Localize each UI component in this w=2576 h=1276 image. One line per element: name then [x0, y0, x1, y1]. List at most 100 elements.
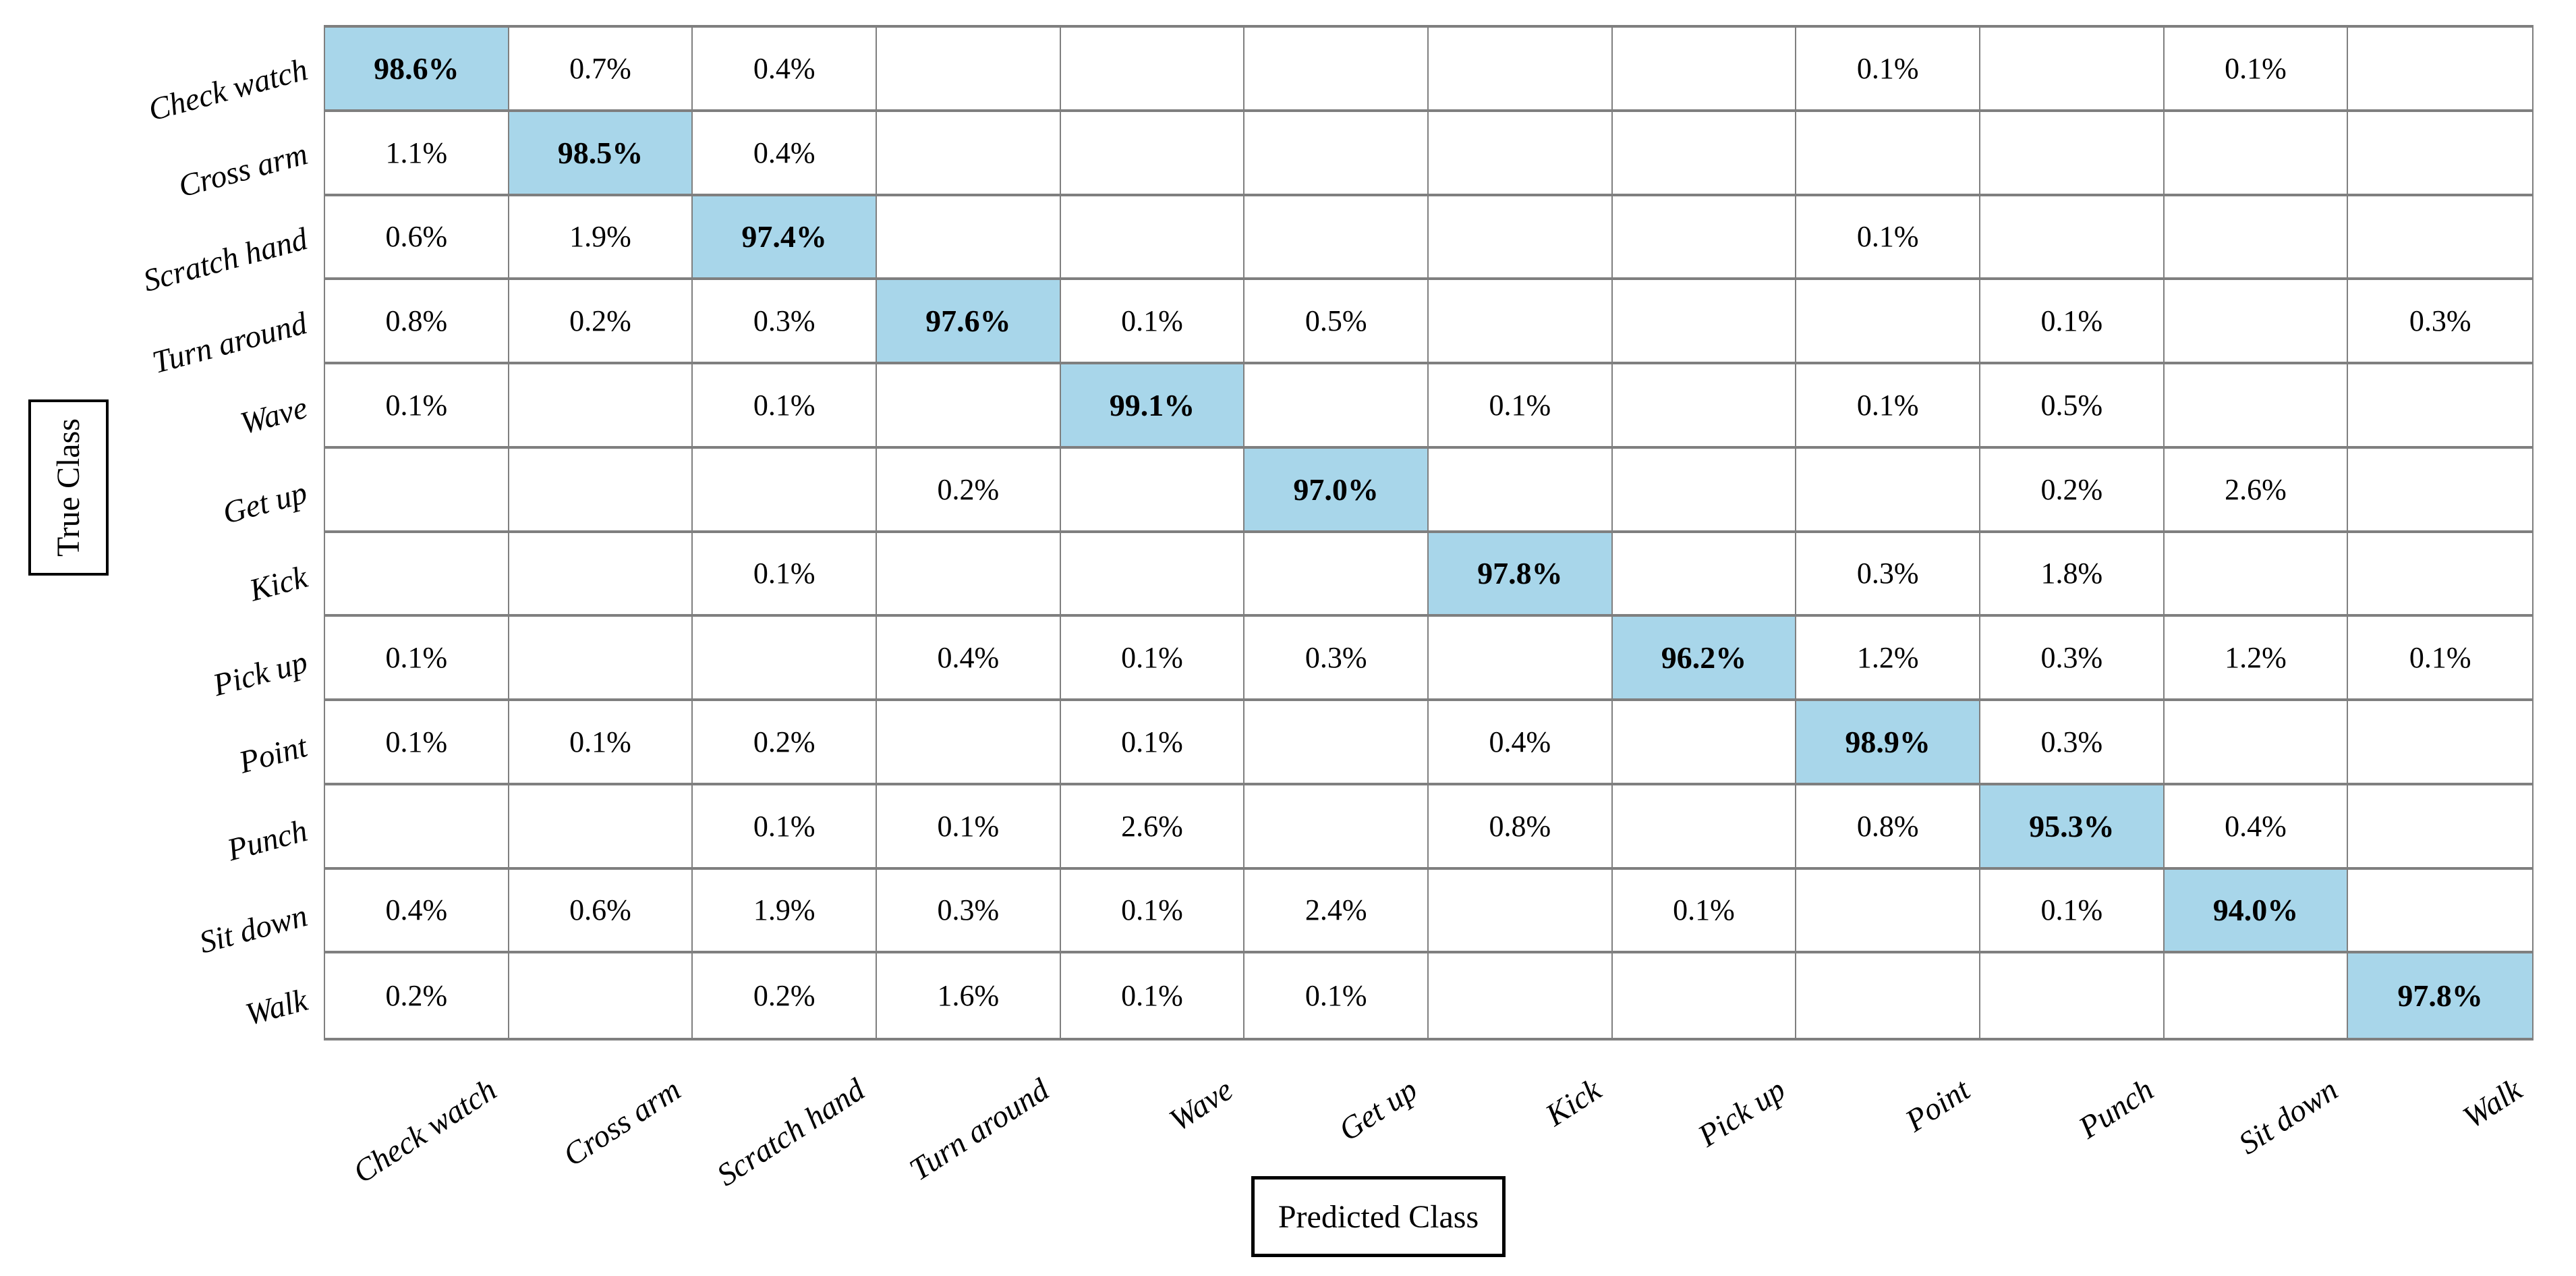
- matrix-cell: 0.4%: [693, 28, 877, 112]
- matrix-cell: [325, 448, 509, 533]
- row-label-kick: Kick: [246, 559, 312, 609]
- matrix-cell: 0.1%: [1060, 280, 1245, 364]
- matrix-cell: [876, 701, 1061, 785]
- matrix-cell: [1244, 701, 1429, 785]
- matrix-cell: 0.6%: [509, 869, 693, 954]
- matrix-cell: [509, 617, 693, 701]
- matrix-cell: [1612, 196, 1797, 281]
- matrix-cell-diagonal: 98.9%: [1796, 701, 1980, 785]
- matrix-cell: 0.3%: [1244, 617, 1429, 701]
- matrix-cell: [876, 532, 1061, 617]
- row-label-slot: Scratch hand: [0, 194, 312, 298]
- matrix-cell: [1796, 953, 1980, 1038]
- matrix-cell-diagonal: 98.5%: [509, 111, 693, 196]
- matrix-cell: 0.4%: [2164, 785, 2349, 870]
- matrix-cell: [876, 111, 1061, 196]
- matrix-cell: 0.1%: [1980, 280, 2165, 364]
- matrix-cell: 0.1%: [1796, 196, 1980, 281]
- row-label-wave: Wave: [236, 390, 312, 442]
- matrix-cell: [509, 785, 693, 870]
- matrix-cell: 0.5%: [1980, 364, 2165, 449]
- matrix-cell: 2.6%: [1060, 785, 1245, 870]
- matrix-cell: [1796, 280, 1980, 364]
- matrix-cell: 0.1%: [1428, 364, 1613, 449]
- matrix-cell: 0.2%: [876, 448, 1061, 533]
- matrix-cell: 0.1%: [876, 785, 1061, 870]
- matrix-cell: [2348, 111, 2532, 196]
- matrix-cell: 0.1%: [1060, 869, 1245, 954]
- matrix-cell: [1612, 785, 1797, 870]
- matrix-cell: 0.3%: [1980, 617, 2165, 701]
- matrix-cell: 0.8%: [1796, 785, 1980, 870]
- matrix-cell: 0.1%: [1980, 869, 2165, 954]
- matrix-cell: [1244, 196, 1429, 281]
- matrix-cell: [876, 364, 1061, 449]
- col-label-kick: Kick: [1539, 1072, 1608, 1134]
- matrix-cell: [1428, 28, 1613, 112]
- matrix-cell-diagonal: 94.0%: [2164, 869, 2349, 954]
- matrix-cell: 0.4%: [693, 111, 877, 196]
- row-label-slot: Punch: [0, 787, 312, 871]
- matrix-cell: [2348, 196, 2532, 281]
- matrix-cell: 0.2%: [693, 953, 877, 1038]
- matrix-cell: 0.6%: [325, 196, 509, 281]
- matrix-cell: 0.1%: [2348, 617, 2532, 701]
- matrix-cell: 1.6%: [876, 953, 1061, 1038]
- matrix-cell: [1796, 111, 1980, 196]
- matrix-cell: 0.4%: [325, 869, 509, 954]
- row-label-point: Point: [235, 728, 312, 781]
- matrix-cell: [2164, 364, 2349, 449]
- matrix-cell: [693, 617, 877, 701]
- matrix-cell: 0.7%: [509, 28, 693, 112]
- matrix-cell: [509, 532, 693, 617]
- matrix-cell: 0.3%: [693, 280, 877, 364]
- row-label-punch: Punch: [223, 813, 312, 868]
- matrix-cell: [325, 532, 509, 617]
- y-axis-title-box: True Class: [28, 399, 109, 576]
- matrix-cell: [1244, 28, 1429, 112]
- matrix-cell: [1796, 869, 1980, 954]
- matrix-cell: [2164, 532, 2349, 617]
- matrix-cell: 1.2%: [1796, 617, 1980, 701]
- matrix-cell: [1980, 953, 2165, 1038]
- matrix-cell: 0.1%: [325, 364, 509, 449]
- matrix-cell: 0.1%: [1060, 617, 1245, 701]
- matrix-cell: [1428, 869, 1613, 954]
- matrix-cell: 0.1%: [509, 701, 693, 785]
- col-label-punch: Punch: [2073, 1072, 2160, 1146]
- matrix-cell: 1.9%: [509, 196, 693, 281]
- matrix-cell-diagonal: 97.8%: [1428, 532, 1613, 617]
- matrix-cell: 0.3%: [1796, 532, 1980, 617]
- matrix-cell: 2.4%: [1244, 869, 1429, 954]
- x-axis-title: Predicted Class: [1278, 1198, 1479, 1235]
- col-label-wave: Wave: [1164, 1072, 1240, 1138]
- matrix-cell-diagonal: 95.3%: [1980, 785, 2165, 870]
- matrix-cell: [509, 448, 693, 533]
- matrix-cell: [1428, 280, 1613, 364]
- matrix-cell: 0.1%: [1796, 364, 1980, 449]
- matrix-cell: [1612, 448, 1797, 533]
- matrix-cell-diagonal: 97.0%: [1244, 448, 1429, 533]
- matrix-cell: 0.1%: [1796, 28, 1980, 112]
- matrix-cell: 0.8%: [325, 280, 509, 364]
- matrix-cell: 0.3%: [876, 869, 1061, 954]
- matrix-cell-diagonal: 98.6%: [325, 28, 509, 112]
- matrix-cell: [325, 785, 509, 870]
- matrix-cell: 0.1%: [693, 364, 877, 449]
- matrix-cell: [2164, 196, 2349, 281]
- col-label-walk: Walk: [2457, 1072, 2529, 1136]
- row-label-walk: Walk: [241, 982, 312, 1033]
- matrix-cell: 0.4%: [1428, 701, 1613, 785]
- matrix-cell: [876, 28, 1061, 112]
- row-label-get-up: Get up: [219, 474, 312, 531]
- row-label-slot: Turn around: [0, 279, 312, 381]
- matrix-cell: [1060, 532, 1245, 617]
- matrix-cell: [509, 953, 693, 1038]
- col-label-pick-up: Pick up: [1692, 1072, 1792, 1154]
- col-label-check-watch: Check watch: [347, 1072, 503, 1190]
- matrix-cell: [2348, 785, 2532, 870]
- matrix-cell: [1796, 448, 1980, 533]
- matrix-cell: [1244, 364, 1429, 449]
- matrix-cell: [509, 364, 693, 449]
- matrix-cell: 0.1%: [693, 785, 877, 870]
